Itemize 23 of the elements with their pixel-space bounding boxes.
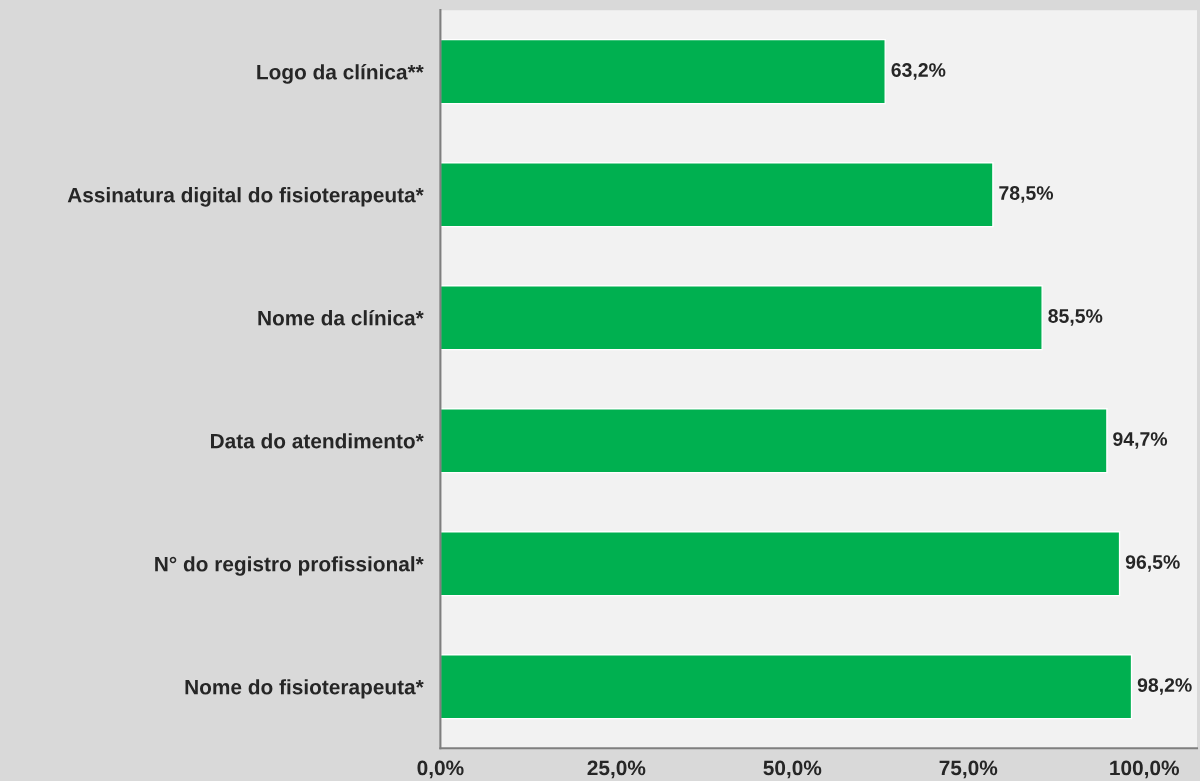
data-label: 78,5%	[999, 186, 1054, 203]
bar	[440, 38, 886, 105]
y-tick-label: Assinatura digital do fisioterapeuta*	[67, 187, 424, 207]
data-label: 94,7%	[1113, 432, 1168, 449]
x-tick-label: 50,0%	[763, 760, 822, 779]
data-label: 98,2%	[1137, 678, 1192, 695]
data-label: 85,5%	[1048, 309, 1103, 326]
x-tick-label: 100,0%	[1110, 760, 1179, 779]
y-tick-label: Data do atendimento*	[211, 433, 424, 449]
data-label: 96,5%	[1125, 555, 1180, 572]
bar	[440, 654, 1133, 720]
y-tick-label: Logo da clínica**	[257, 64, 424, 84]
bar	[440, 284, 1043, 351]
data-label: 63,2%	[891, 63, 946, 80]
x-tick-label: 0,0%	[417, 760, 464, 779]
y-tick-label: Nome do fisioterapeuta*	[185, 679, 424, 699]
y-tick-label: Nome da clínica*	[258, 309, 424, 326]
bar	[440, 161, 994, 228]
bar	[440, 531, 1121, 597]
x-tick-label: 25,0%	[587, 760, 646, 779]
y-tick-label: N° do registro profissional*	[155, 556, 424, 576]
x-tick-label: 75,0%	[939, 760, 998, 779]
bar	[440, 408, 1108, 474]
